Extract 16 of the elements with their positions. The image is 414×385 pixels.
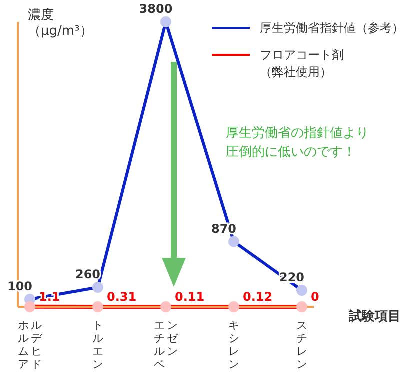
- data-label: 3800: [139, 2, 173, 16]
- category-label: ホルムアルデヒド: [18, 319, 42, 371]
- category-label: エチルベンゼン: [154, 319, 178, 371]
- x-tick-label: キシレン: [228, 319, 240, 371]
- data-label: 0.12: [243, 290, 273, 304]
- legend-label: 厚生労働省指針値（参考）: [260, 20, 405, 37]
- data-label: 0.11: [175, 290, 205, 304]
- annotation: 厚生労働省の指針値より圧倒的に低いのです！: [226, 125, 370, 162]
- legend-label: フロアコート剤（弊社使用）: [260, 47, 345, 81]
- x-tick-label: トルエン: [92, 319, 104, 371]
- data-label: 260: [75, 268, 101, 282]
- y-axis-title: 濃度（μg/m³）: [28, 8, 94, 40]
- x-axis-title: 試験項目: [348, 308, 401, 325]
- data-label: 0: [311, 290, 320, 304]
- x-tick-label: スチレン: [296, 319, 308, 371]
- data-label: 0.31: [107, 290, 137, 304]
